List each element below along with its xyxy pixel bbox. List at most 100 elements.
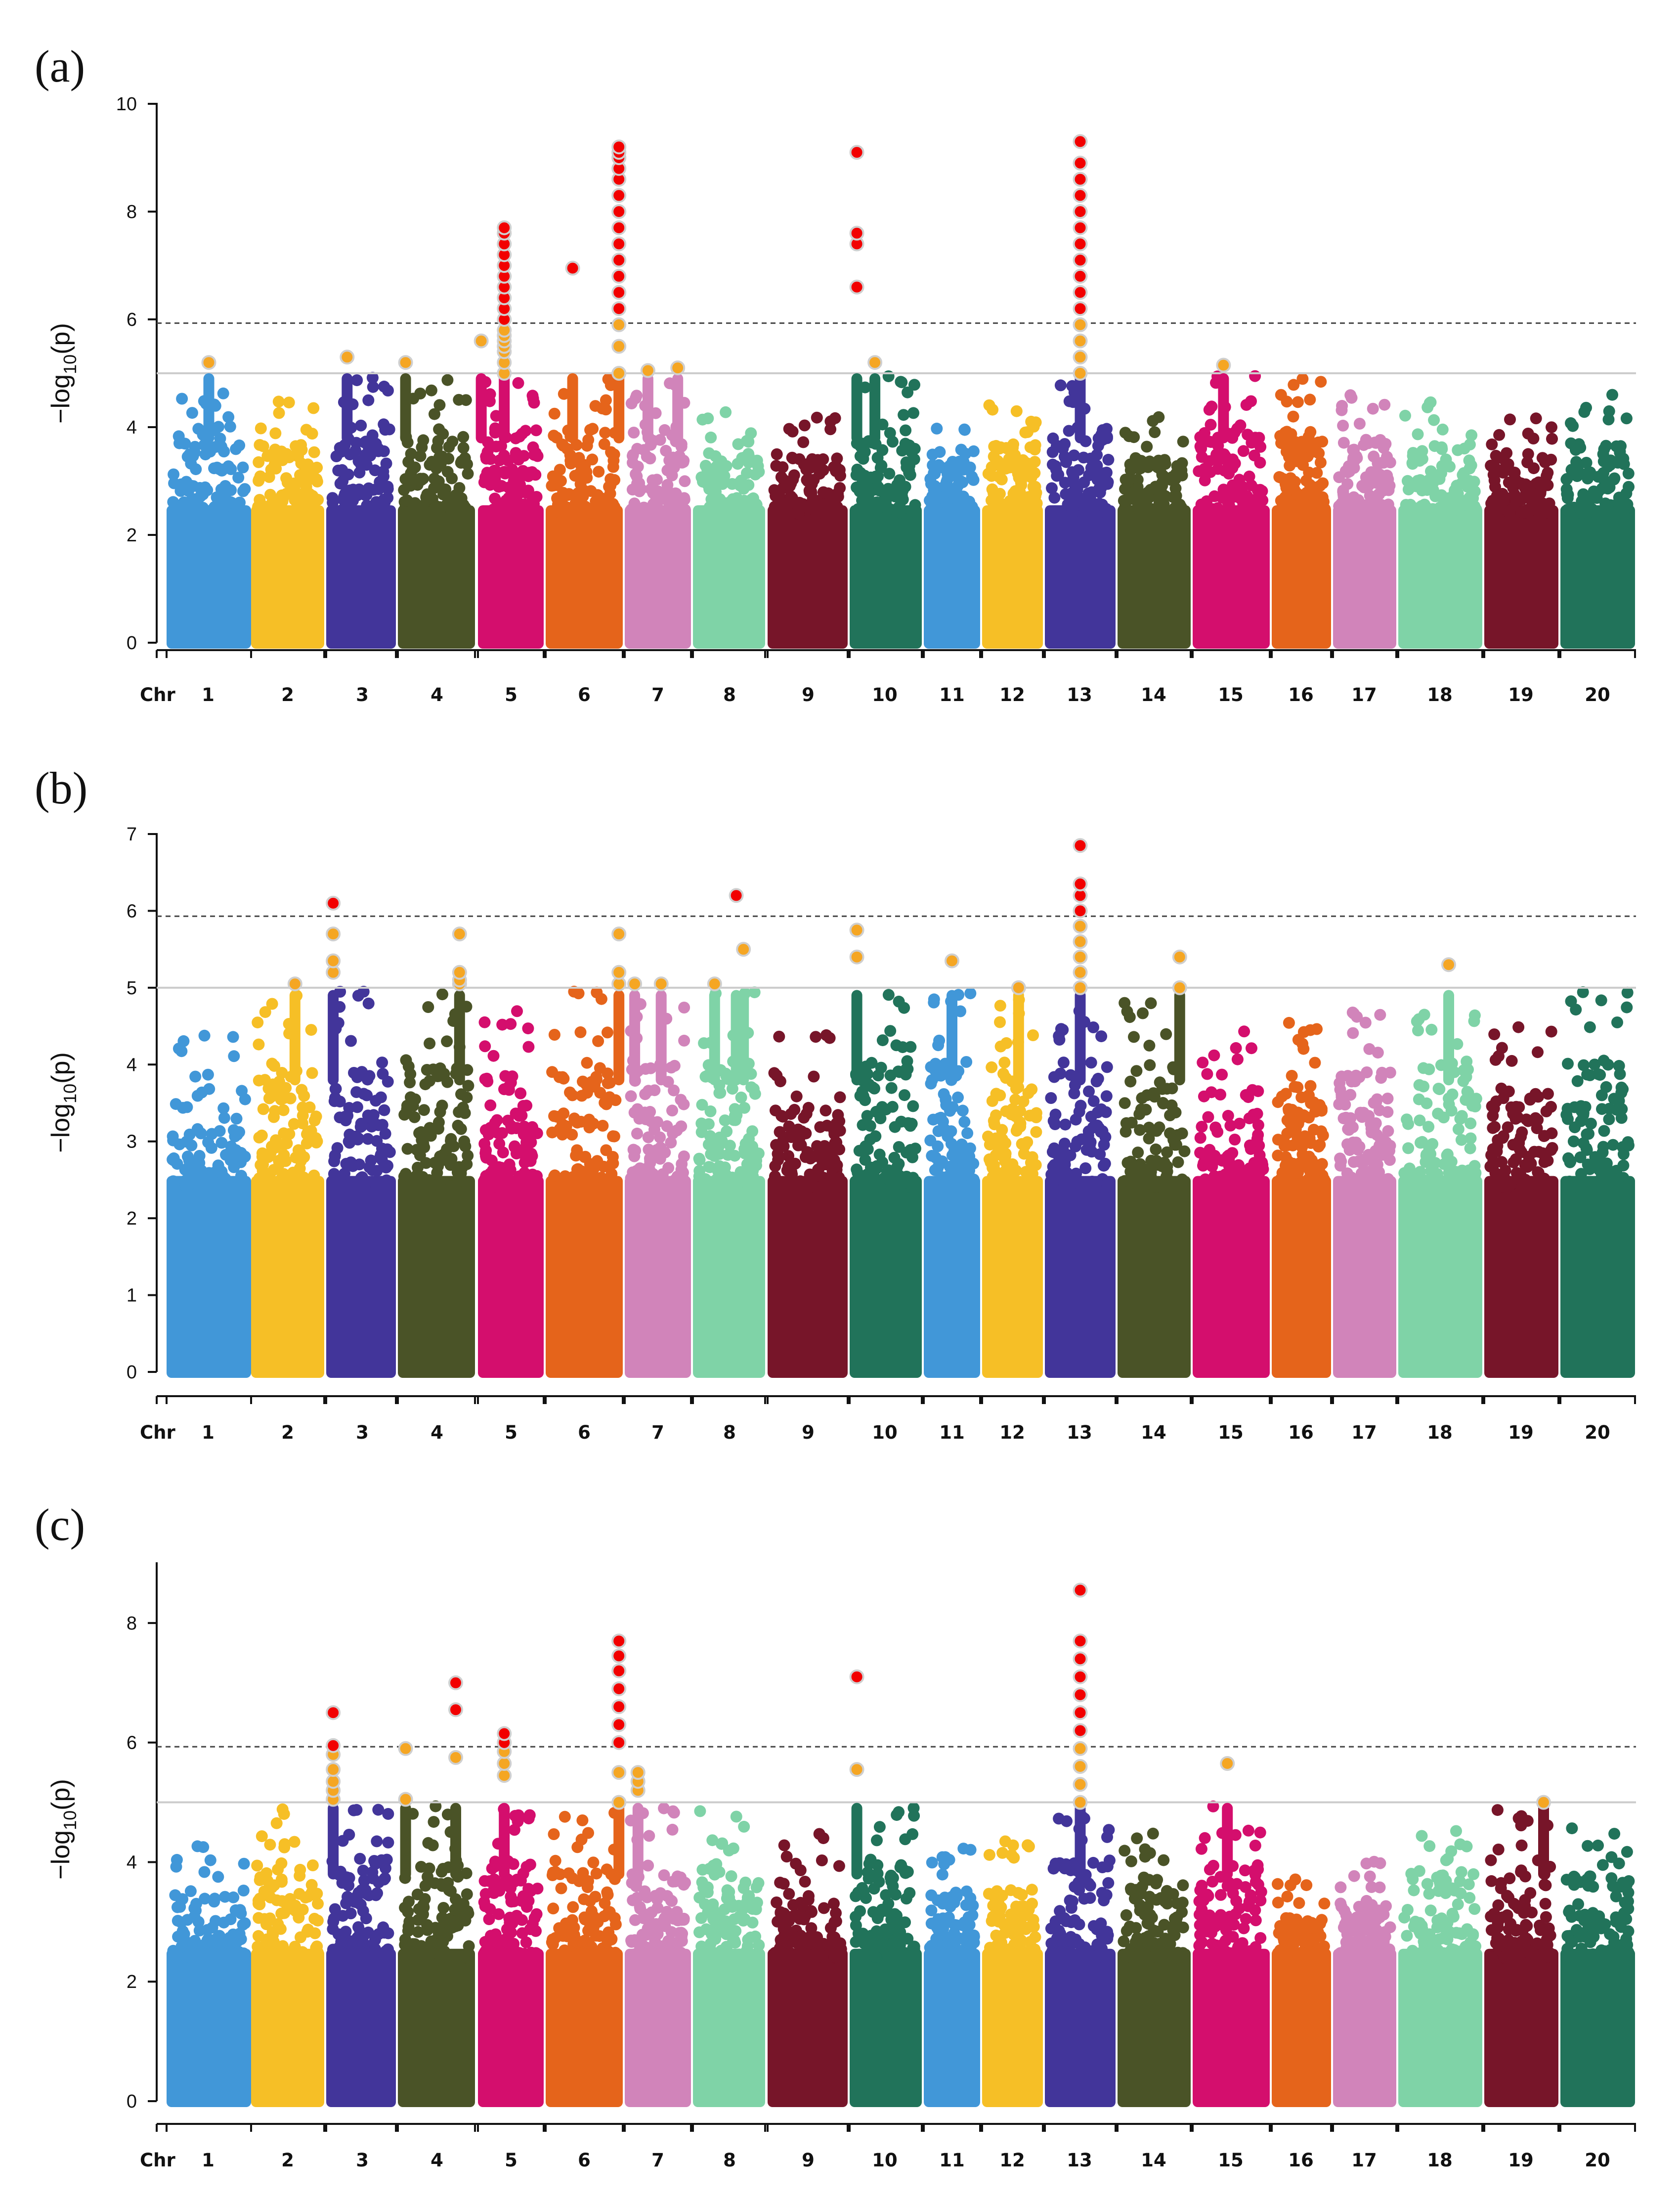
- snp-point: [1614, 1068, 1626, 1080]
- snp-point: [1103, 507, 1116, 519]
- snp-point: [191, 507, 204, 520]
- snp-point: [1522, 448, 1534, 460]
- snp-point: [1426, 1138, 1439, 1150]
- snp-point: [481, 446, 494, 458]
- snp-point: [1334, 1159, 1346, 1172]
- peak-chr-8: [707, 976, 722, 1086]
- snp-point: [1237, 1177, 1249, 1190]
- snp-point: [1158, 1156, 1170, 1169]
- snp-point: [382, 481, 394, 493]
- snp-point: [349, 1180, 361, 1192]
- chr-label-6: 6: [578, 2150, 591, 2171]
- snp-point: [888, 1151, 901, 1164]
- snp-point: [1357, 1153, 1370, 1166]
- chr-1-points: [167, 1840, 251, 2107]
- snp-point: [405, 448, 417, 460]
- snp-point: [434, 1106, 446, 1118]
- snp-point: [558, 1072, 570, 1085]
- snp-point: [908, 379, 920, 391]
- snp-point: [1432, 1083, 1445, 1095]
- chr-13-dense-points: [1045, 505, 1116, 649]
- chr-label-20: 20: [1585, 684, 1610, 705]
- snp-point: [1562, 1152, 1574, 1164]
- snp-point: [1305, 506, 1318, 519]
- chr-label-2: 2: [281, 1422, 294, 1443]
- snp-point: [269, 427, 282, 440]
- y-tick-label: 10: [116, 94, 137, 115]
- snp-point: [412, 507, 425, 520]
- peak-chr-5: [474, 333, 489, 443]
- chr-label-17: 17: [1351, 2150, 1377, 2171]
- snp-point: [958, 424, 971, 436]
- snp-point: [421, 488, 433, 500]
- snp-point: [441, 1035, 453, 1048]
- snp-point: [750, 507, 762, 519]
- snp-point: [924, 1134, 937, 1146]
- snp-point: [256, 507, 268, 519]
- snp-point: [291, 506, 303, 519]
- snp-point: [227, 1031, 239, 1043]
- snp-point: [822, 487, 834, 499]
- snp-point: [457, 1897, 470, 1910]
- chr-10-points: [850, 370, 922, 649]
- y-tick-label: 0: [127, 2091, 137, 2112]
- snp-point: [371, 1835, 383, 1848]
- snp-point: [514, 1178, 526, 1190]
- significant-snp: [849, 225, 864, 241]
- snp-point: [786, 492, 798, 504]
- snp-point: [1539, 456, 1551, 469]
- snp-point: [1409, 448, 1422, 460]
- y-tick-label: 2: [127, 525, 137, 546]
- snp-point: [1607, 1139, 1619, 1151]
- snp-point: [876, 1101, 888, 1113]
- chr-19-dense-points: [1484, 1176, 1558, 1378]
- significant-snp: [1073, 949, 1088, 965]
- snp-point: [925, 1077, 937, 1090]
- snp-point: [357, 1930, 370, 1942]
- chr-label-16: 16: [1288, 1422, 1314, 1443]
- snp-point: [1194, 1181, 1206, 1193]
- snp-point: [1501, 447, 1513, 459]
- significant-snp: [611, 139, 627, 155]
- snp-point: [265, 1091, 277, 1103]
- snp-point: [1542, 1088, 1554, 1100]
- snp-point: [217, 1916, 230, 1929]
- snp-point: [1452, 444, 1464, 456]
- snp-point: [363, 1161, 376, 1174]
- snp-point: [1085, 1110, 1097, 1123]
- snp-point: [1209, 1121, 1222, 1134]
- snp-point: [1170, 1139, 1182, 1151]
- significant-snp: [611, 188, 627, 203]
- snp-point: [574, 1026, 587, 1038]
- snp-point: [1057, 442, 1069, 455]
- snp-point: [586, 453, 599, 466]
- snp-point: [198, 1029, 211, 1042]
- snp-point: [1120, 1126, 1132, 1138]
- snp-point: [961, 1127, 974, 1140]
- snp-point: [1622, 1139, 1635, 1151]
- snp-point: [366, 372, 379, 384]
- snp-point: [274, 1947, 287, 1959]
- snp-point: [777, 499, 789, 511]
- significant-snp: [1073, 903, 1088, 919]
- snp-point: [1414, 1179, 1426, 1191]
- snp-point: [531, 1127, 543, 1140]
- snp-point: [719, 1114, 731, 1127]
- chr-label-2: 2: [281, 684, 294, 705]
- snp-point: [597, 1120, 609, 1132]
- snp-point: [299, 463, 311, 476]
- snp-point: [1360, 434, 1372, 446]
- snp-point: [1432, 1107, 1444, 1120]
- snp-point: [628, 427, 640, 439]
- significant-snp: [287, 976, 302, 992]
- snp-point: [288, 1836, 301, 1848]
- snp-point: [596, 402, 608, 415]
- snp-point: [1361, 1066, 1373, 1078]
- snp-point: [378, 380, 390, 393]
- snp-point: [1567, 1135, 1580, 1147]
- snp-point: [509, 502, 521, 515]
- chr-15-dense-points: [1193, 1176, 1270, 1378]
- snp-point: [1613, 1095, 1625, 1107]
- snp-point: [988, 1177, 1000, 1190]
